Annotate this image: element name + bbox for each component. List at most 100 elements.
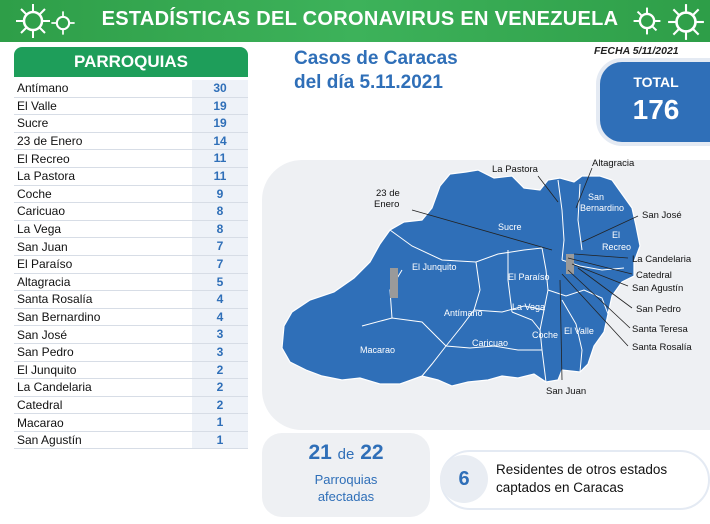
table-row: El Junquito 2 [14,361,248,380]
parroquia-name: Caricuao [17,204,66,219]
map-cutout-center [566,254,574,274]
parroquia-name: 23 de Enero [17,134,83,149]
parroquia-name: San Juan [17,239,68,254]
map-label-antimano: Antímano [444,308,483,318]
parroquia-name: Catedral [17,397,63,412]
map-callout-sanjuan: San Juan [546,386,586,397]
total-box: TOTAL 176 [600,62,710,142]
table-row: San Agustín 1 [14,431,248,450]
map-label-recreo: Recreo [602,242,631,252]
total-label: TOTAL [633,74,679,90]
parroquia-value: 3 [192,326,248,343]
parroquia-value: 1 [192,414,248,431]
table-row: Antímano 30 [14,80,248,98]
parroquia-name: Sucre [17,116,49,131]
map-callout-pastora: La Pastora [492,164,539,175]
map-callout-catedral: Catedral [636,270,672,281]
map-cutout-west [390,268,398,298]
parroquia-name: El Recreo [17,151,70,166]
parroquia-value: 1 [192,431,248,449]
parroquia-value: 8 [192,220,248,238]
table-row: La Candelaria 2 [14,379,248,397]
table-row: 23 de Enero 14 [14,132,248,151]
table-row: El Paraíso 7 [14,255,248,274]
parroquia-value: 7 [192,238,248,255]
table-row: San José 3 [14,326,248,344]
parroquia-value: 2 [192,379,248,396]
map-label-junquito: El Junquito [412,262,457,272]
afectadas-de: de [337,446,355,463]
table-row: Macarao 1 [14,414,248,432]
map-label-bernardino: Bernardino [580,203,624,213]
residentes-line1: Residentes de otros estados [496,462,668,477]
parroquia-name: La Vega [17,222,62,237]
virus-icon-right [668,4,704,40]
parroquia-name: Antímano [17,81,69,96]
table-row: San Juan 7 [14,238,248,256]
fecha-label: FECHA 5/11/2021 [594,45,679,57]
casos-title-line1: Casos de Caracas [294,48,458,69]
map-label-vega: La Vega [512,302,545,312]
casos-title-line2: del día 5.11.2021 [294,72,443,93]
table-row: Santa Rosalía 4 [14,291,248,309]
map-label-coche: Coche [532,330,558,340]
parroquias-table: Antímano 30 El Valle 19 Sucre 19 23 de Enero 14… [14,80,248,450]
table-row: Sucre 19 [14,115,248,133]
table-row: San Pedro 3 [14,343,248,362]
afectadas-total: 22 [360,441,384,464]
map-callout-sanjose: San José [642,210,682,221]
map-callout-altagracia: Altagracia [592,158,635,169]
table-row: San Bernardino 4 [14,308,248,327]
table-row: El Recreo 11 [14,150,248,168]
parroquia-value: 14 [192,132,248,150]
map-label-paraiso: El Paraíso [508,272,550,282]
parroquia-value: 4 [192,308,248,326]
map-callout-enero2: Enero [374,199,399,210]
casos-title: Casos de Caracas del día 5.11.2021 [294,47,514,95]
table-row: Catedral 2 [14,396,248,415]
map-callout-santateresa: Santa Teresa [632,324,689,335]
parroquia-value: 8 [192,203,248,220]
parroquia-name: Coche [17,186,52,201]
map-callout-sanpedro: San Pedro [636,304,681,315]
residentes-line2: captados en Caracas [496,480,624,495]
table-row: La Pastora 11 [14,167,248,186]
afectadas-line1: Parroquias [314,472,378,487]
parroquia-value: 5 [192,273,248,291]
page-title: ESTADÍSTICAS DEL CORONAVIRUS EN VENEZUEL… [101,8,619,30]
map-label-valle: El Valle [564,326,594,336]
parroquia-value: 19 [192,97,248,115]
parroquia-name: La Candelaria [17,380,92,395]
residentes-text: Residentes de otros estados captados en … [496,461,706,497]
parroquia-value: 30 [192,80,248,97]
total-value: 176 [632,94,680,125]
parroquia-name: San Agustín [17,433,82,448]
parroquia-name: Altagracia [17,274,71,289]
parroquia-value: 3 [192,343,248,361]
parroquia-value: 4 [192,291,248,308]
map-label-macarao: Macarao [360,345,395,355]
virus-icon [16,4,50,38]
table-row: El Valle 19 [14,97,248,116]
parroquia-name: San Bernardino [17,310,101,325]
parroquia-value: 19 [192,115,248,132]
parroquia-value: 11 [192,167,248,185]
afectadas-count: 21 de 22 [262,441,430,465]
parroquia-name: San José [17,327,68,342]
map-label-el: El [612,230,620,240]
parroquia-name: San Pedro [17,345,74,360]
header-banner: ESTADÍSTICAS DEL CORONAVIRUS EN VENEZUEL… [0,0,710,42]
table-row: Coche 9 [14,185,248,204]
map-callout-enero1: 23 de [376,188,400,199]
table-row: Altagracia 5 [14,273,248,292]
table-row: Caricuao 8 [14,203,248,221]
caracas-map: Sucre El Junquito El Paraíso La Vega Ant… [281,158,692,397]
parroquia-value: 2 [192,396,248,414]
map-label-caricuao: Caricuao [472,338,508,348]
parroquias-header: PARROQUIAS [14,47,248,77]
parroquia-name: Macarao [17,415,64,430]
map-callout-santarosalia: Santa Rosalía [632,342,692,353]
parroquia-value: 7 [192,255,248,273]
parroquia-name: La Pastora [17,169,76,184]
parroquia-name: Santa Rosalía [17,292,93,307]
